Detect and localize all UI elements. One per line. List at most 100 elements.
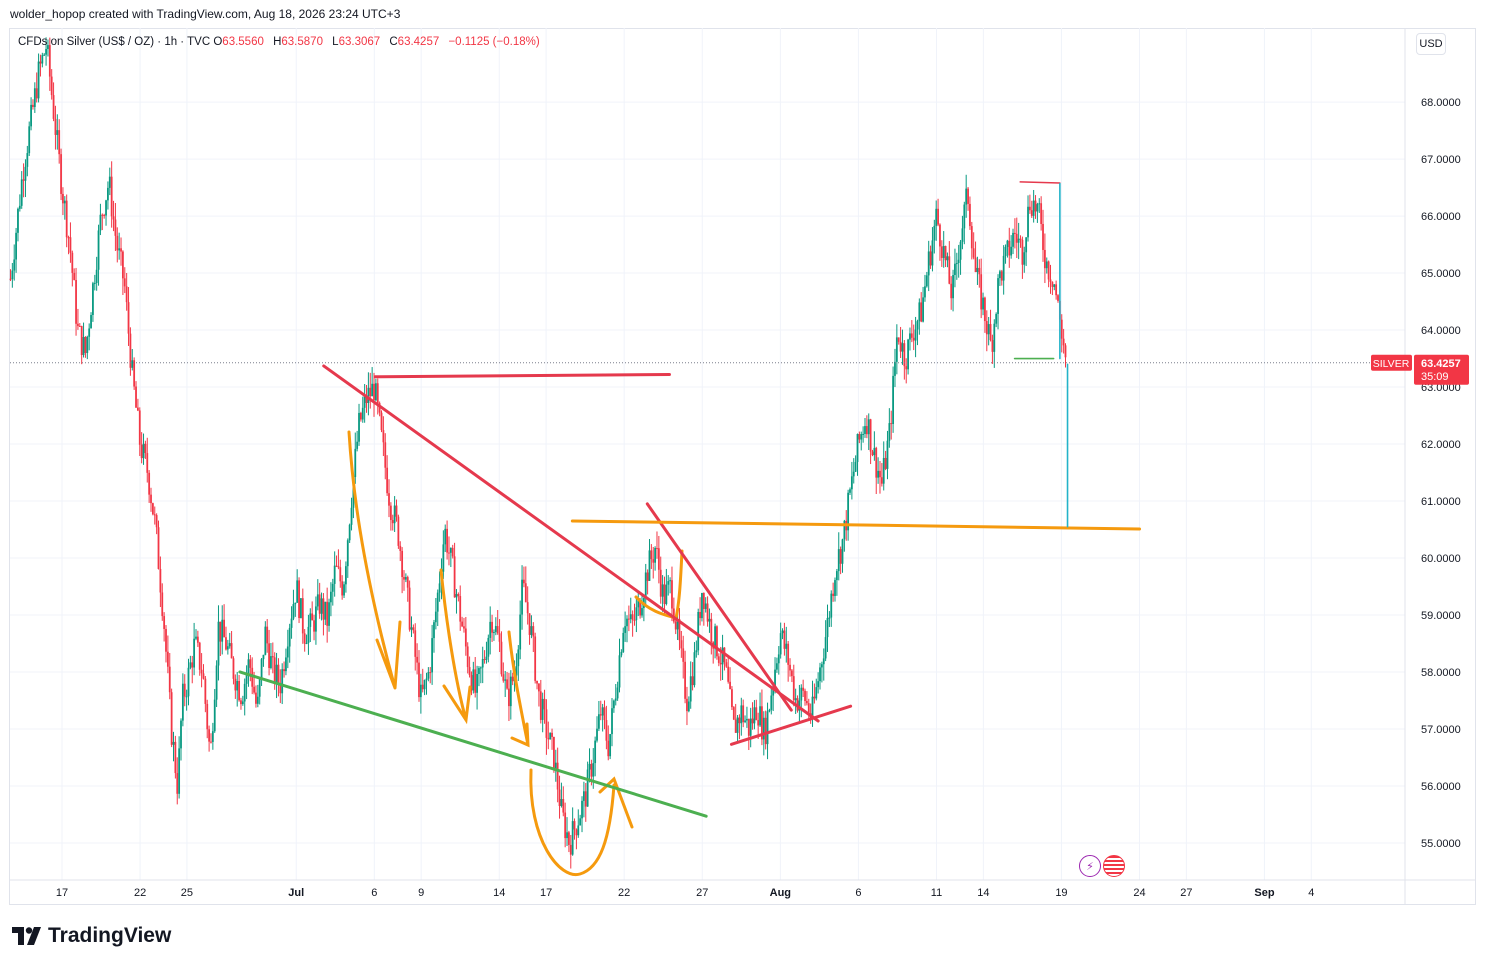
candle-body — [526, 602, 529, 614]
candle-body — [1060, 319, 1063, 339]
candle-body — [768, 709, 771, 712]
candle-body — [886, 440, 889, 469]
candle-body — [253, 686, 255, 693]
candle-body — [515, 666, 518, 676]
candle-body — [376, 383, 379, 404]
candle-body — [296, 580, 299, 603]
candle-body — [345, 566, 347, 585]
candle-body — [547, 737, 550, 740]
candle-body — [701, 592, 703, 619]
candle-body — [129, 333, 132, 368]
candle-body — [63, 200, 66, 204]
candle-body — [849, 489, 851, 493]
candle-body — [1051, 281, 1054, 287]
currency-button[interactable]: USD — [1416, 33, 1446, 55]
candle-body — [421, 684, 424, 690]
lightning-icon[interactable]: ⚡ — [1079, 855, 1101, 877]
candle-body — [86, 336, 89, 354]
candle-body — [549, 732, 552, 740]
candle-body — [403, 576, 405, 580]
candle-body — [774, 669, 776, 687]
candle-body — [408, 587, 411, 630]
candle-body — [479, 667, 482, 669]
candle-body — [211, 731, 214, 742]
candle-body — [88, 328, 91, 337]
candle-body — [609, 734, 612, 757]
candle-body — [397, 516, 400, 546]
candle-body — [256, 696, 259, 704]
price-tag-countdown: 35:09 — [1421, 371, 1449, 383]
candle-body — [217, 621, 220, 666]
candle-body — [39, 61, 42, 64]
candle-body — [901, 343, 904, 352]
candle-body — [502, 674, 505, 681]
candle-body — [243, 683, 246, 702]
candle-body — [367, 387, 370, 403]
candle-body — [639, 599, 642, 616]
candle-body — [125, 286, 128, 303]
candle-body — [892, 375, 894, 425]
candle-body — [571, 821, 574, 855]
candle-body — [279, 682, 282, 694]
candle-body — [648, 550, 651, 581]
candle-body — [747, 718, 750, 736]
candle-body — [153, 514, 156, 516]
candle-body — [920, 302, 923, 322]
candle-body — [406, 577, 409, 588]
candle-body — [178, 748, 181, 794]
candle-body — [300, 598, 302, 619]
candle-body — [612, 700, 615, 709]
candle-body — [663, 584, 666, 604]
candle-body — [258, 679, 261, 697]
candle-body — [1055, 284, 1058, 296]
candle-body — [560, 799, 563, 806]
candle-body — [468, 667, 471, 676]
candle-body — [873, 447, 876, 456]
candle-body — [509, 676, 512, 707]
candle-body — [498, 633, 501, 642]
candle-body — [159, 568, 162, 593]
candle-body — [633, 619, 636, 621]
candle-body — [464, 628, 467, 647]
candle-body — [710, 618, 713, 643]
candle-body — [343, 584, 345, 596]
candle-body — [161, 592, 164, 617]
candle-body — [950, 283, 953, 299]
candle-body — [1057, 295, 1059, 301]
tradingview-brand[interactable]: TradingView — [12, 924, 171, 948]
candle-body — [429, 672, 432, 674]
us-flag-icon[interactable] — [1103, 855, 1125, 877]
candle-body — [206, 703, 209, 730]
candle-body — [43, 54, 46, 56]
price-tag-bg — [1414, 354, 1469, 385]
candle-body — [316, 594, 319, 607]
candle-body — [481, 659, 484, 668]
candle-body — [328, 602, 330, 626]
candle-body — [401, 550, 404, 577]
candle-body — [103, 215, 106, 217]
candle-body — [562, 799, 565, 813]
candle-body — [1040, 203, 1043, 224]
candle-body — [483, 659, 486, 661]
candle-body — [762, 717, 765, 740]
candle-body — [354, 448, 357, 477]
annotation-trendline-red — [645, 502, 793, 712]
candle-body — [820, 664, 823, 668]
candle-body — [60, 154, 62, 194]
candle-body — [1045, 261, 1048, 269]
candle-body — [136, 407, 139, 411]
candle-body — [286, 646, 289, 658]
candle-body — [463, 626, 465, 629]
candle-body — [637, 599, 640, 608]
candle-body — [84, 337, 87, 354]
candle-body — [493, 631, 495, 633]
candle-body — [13, 259, 16, 271]
candle-body — [882, 457, 885, 484]
x-tick-label: Jul — [288, 887, 304, 899]
candle-body — [427, 672, 430, 679]
candle-body — [47, 45, 49, 49]
x-tick-label: 25 — [181, 887, 193, 899]
candle-body — [112, 216, 115, 220]
x-tick-label: 9 — [418, 887, 424, 899]
